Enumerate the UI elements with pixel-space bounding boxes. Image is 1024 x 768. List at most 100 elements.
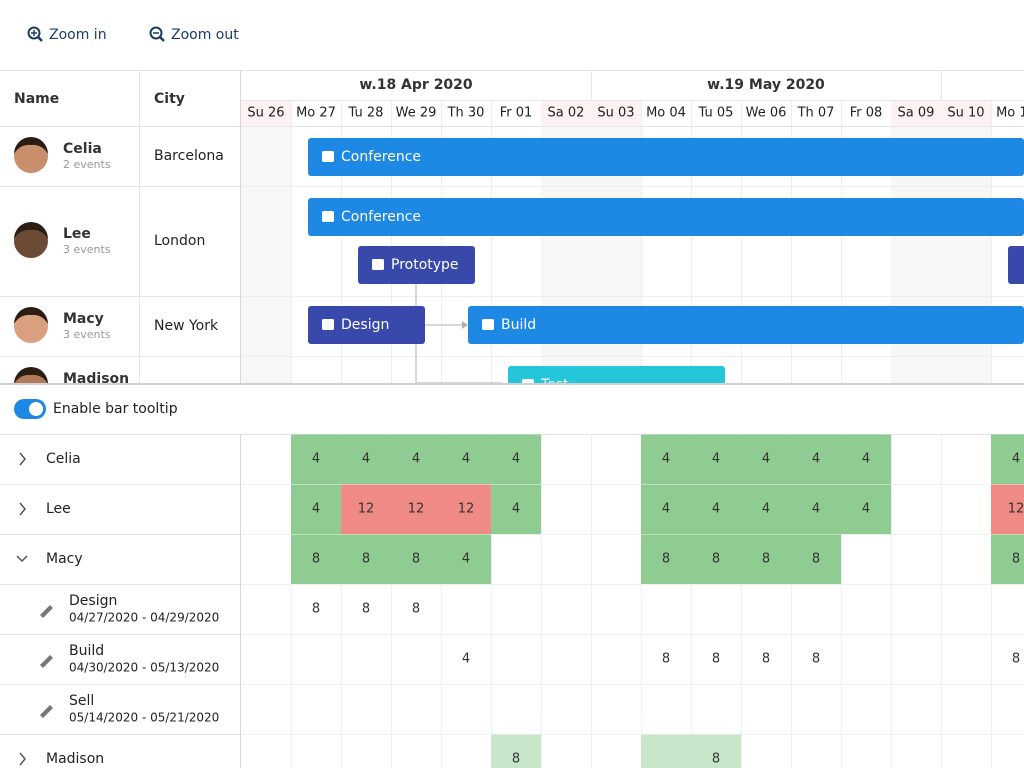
day-label: Tu 05	[698, 106, 734, 121]
event-icon	[372, 259, 384, 270]
avatar	[14, 139, 48, 173]
resource-name: Lee	[63, 226, 91, 242]
histogram-value: 8	[362, 602, 370, 617]
histogram-value: 4	[712, 452, 720, 467]
day-label: Su 03	[597, 106, 634, 121]
histogram-value: 4	[312, 502, 320, 517]
histogram-cell	[341, 484, 391, 534]
column-header[interactable]: City	[154, 91, 185, 107]
histogram-value: 8	[812, 652, 820, 667]
week-label: w.18 Apr 2020	[359, 77, 473, 93]
event-label[interactable]: Prototype	[391, 257, 459, 273]
histogram-value: 4	[462, 552, 470, 567]
histogram-value: 4	[862, 452, 870, 467]
histogram-value: 12	[408, 502, 425, 517]
day-label: Th 07	[797, 106, 835, 121]
histogram-value: 4	[1012, 452, 1020, 467]
zoom-out-label[interactable]: Zoom out	[171, 27, 239, 43]
histogram-cell	[791, 484, 841, 534]
city: Barcelona	[154, 148, 224, 164]
avatar-hair	[14, 307, 48, 324]
histogram-cell	[791, 534, 841, 584]
expander[interactable]	[19, 752, 26, 766]
histogram-value: 4	[512, 452, 520, 467]
event-icon	[522, 379, 534, 383]
event-bar[interactable]	[468, 306, 1024, 344]
day-label: Mo 04	[646, 106, 686, 121]
histogram-value: 12	[458, 502, 475, 517]
histogram-value: 4	[462, 652, 470, 667]
event-label[interactable]: Build	[501, 317, 536, 333]
histogram-value: 4	[512, 502, 520, 517]
histogram-cell	[741, 534, 791, 584]
histogram-cell	[491, 434, 541, 484]
day-label: Su 26	[247, 106, 284, 121]
dependency-arrow	[462, 321, 468, 329]
histogram-value: 8	[712, 652, 720, 667]
expander[interactable]	[16, 555, 28, 563]
event-label[interactable]: Design	[341, 317, 389, 333]
weekend-header	[541, 100, 591, 126]
zoom-out-button[interactable]: Zoom out	[149, 26, 240, 43]
expander[interactable]	[19, 452, 26, 466]
day-label: We 29	[396, 106, 437, 121]
histogram-value: 4	[762, 452, 770, 467]
weekend-header	[941, 100, 991, 126]
histogram-value: 12	[358, 502, 375, 517]
expander[interactable]	[19, 502, 26, 516]
histogram-value: 8	[812, 552, 820, 567]
event-bar[interactable]	[308, 138, 1024, 176]
day-label: We 06	[746, 106, 787, 121]
histogram-cell	[991, 484, 1024, 534]
column-header[interactable]: Name	[14, 91, 59, 107]
tooltip-toggle[interactable]: Enable bar tooltip	[14, 399, 178, 419]
event-label[interactable]: Conference	[341, 209, 421, 225]
task-icon	[40, 705, 53, 718]
avatar	[14, 309, 48, 343]
event-bar[interactable]	[508, 366, 725, 404]
histogram-value: 4	[412, 452, 420, 467]
splitter[interactable]	[0, 383, 1024, 385]
event-bar[interactable]	[358, 246, 475, 284]
histogram-value: 4	[662, 452, 670, 467]
histogram-value: 4	[812, 502, 820, 517]
avatar-hair	[14, 137, 48, 154]
event-icon	[322, 211, 334, 222]
histogram-value: 8	[312, 552, 320, 567]
histogram-value: 4	[462, 452, 470, 467]
histogram-cell	[291, 434, 341, 484]
weekend-header	[891, 100, 941, 126]
avatar-hair	[14, 367, 48, 383]
histogram-cell	[791, 434, 841, 484]
histogram-value: 8	[412, 552, 420, 567]
event-label[interactable]: Test	[540, 377, 569, 393]
avatar-hair	[14, 222, 48, 239]
histogram-value: 8	[512, 752, 520, 767]
task-name: Build	[69, 643, 104, 659]
histogram-cell	[691, 484, 741, 534]
task-name: Sell	[69, 693, 94, 709]
histogram-cell	[991, 434, 1024, 484]
city: London	[154, 233, 205, 249]
histogram-cell	[641, 734, 691, 768]
day-label: Fr 08	[850, 106, 883, 121]
event-icon	[322, 151, 334, 162]
event-bar[interactable]	[308, 306, 425, 344]
day-label: Su 10	[947, 106, 984, 121]
event-bar[interactable]	[1008, 246, 1024, 284]
histogram-value: 8	[662, 552, 670, 567]
day-label: Mo 27	[296, 106, 336, 121]
event-count: 3 events	[63, 328, 111, 341]
resource-name: Macy	[46, 551, 83, 567]
avatar	[14, 224, 48, 258]
histogram-cell	[341, 534, 391, 584]
event-bar[interactable]	[308, 198, 1024, 236]
histogram-value: 4	[312, 452, 320, 467]
zoom-in-label[interactable]: Zoom in	[49, 27, 107, 43]
resource-name: Celia	[46, 451, 81, 467]
timeline-top: Su 26 Mo 27 Tu 28 We 29 Th 30 Fr 01 Sa 02 Su 03…	[241, 70, 1024, 404]
zoom-in-button[interactable]: Zoom in	[27, 26, 107, 43]
event-label[interactable]: Conference	[341, 149, 421, 165]
